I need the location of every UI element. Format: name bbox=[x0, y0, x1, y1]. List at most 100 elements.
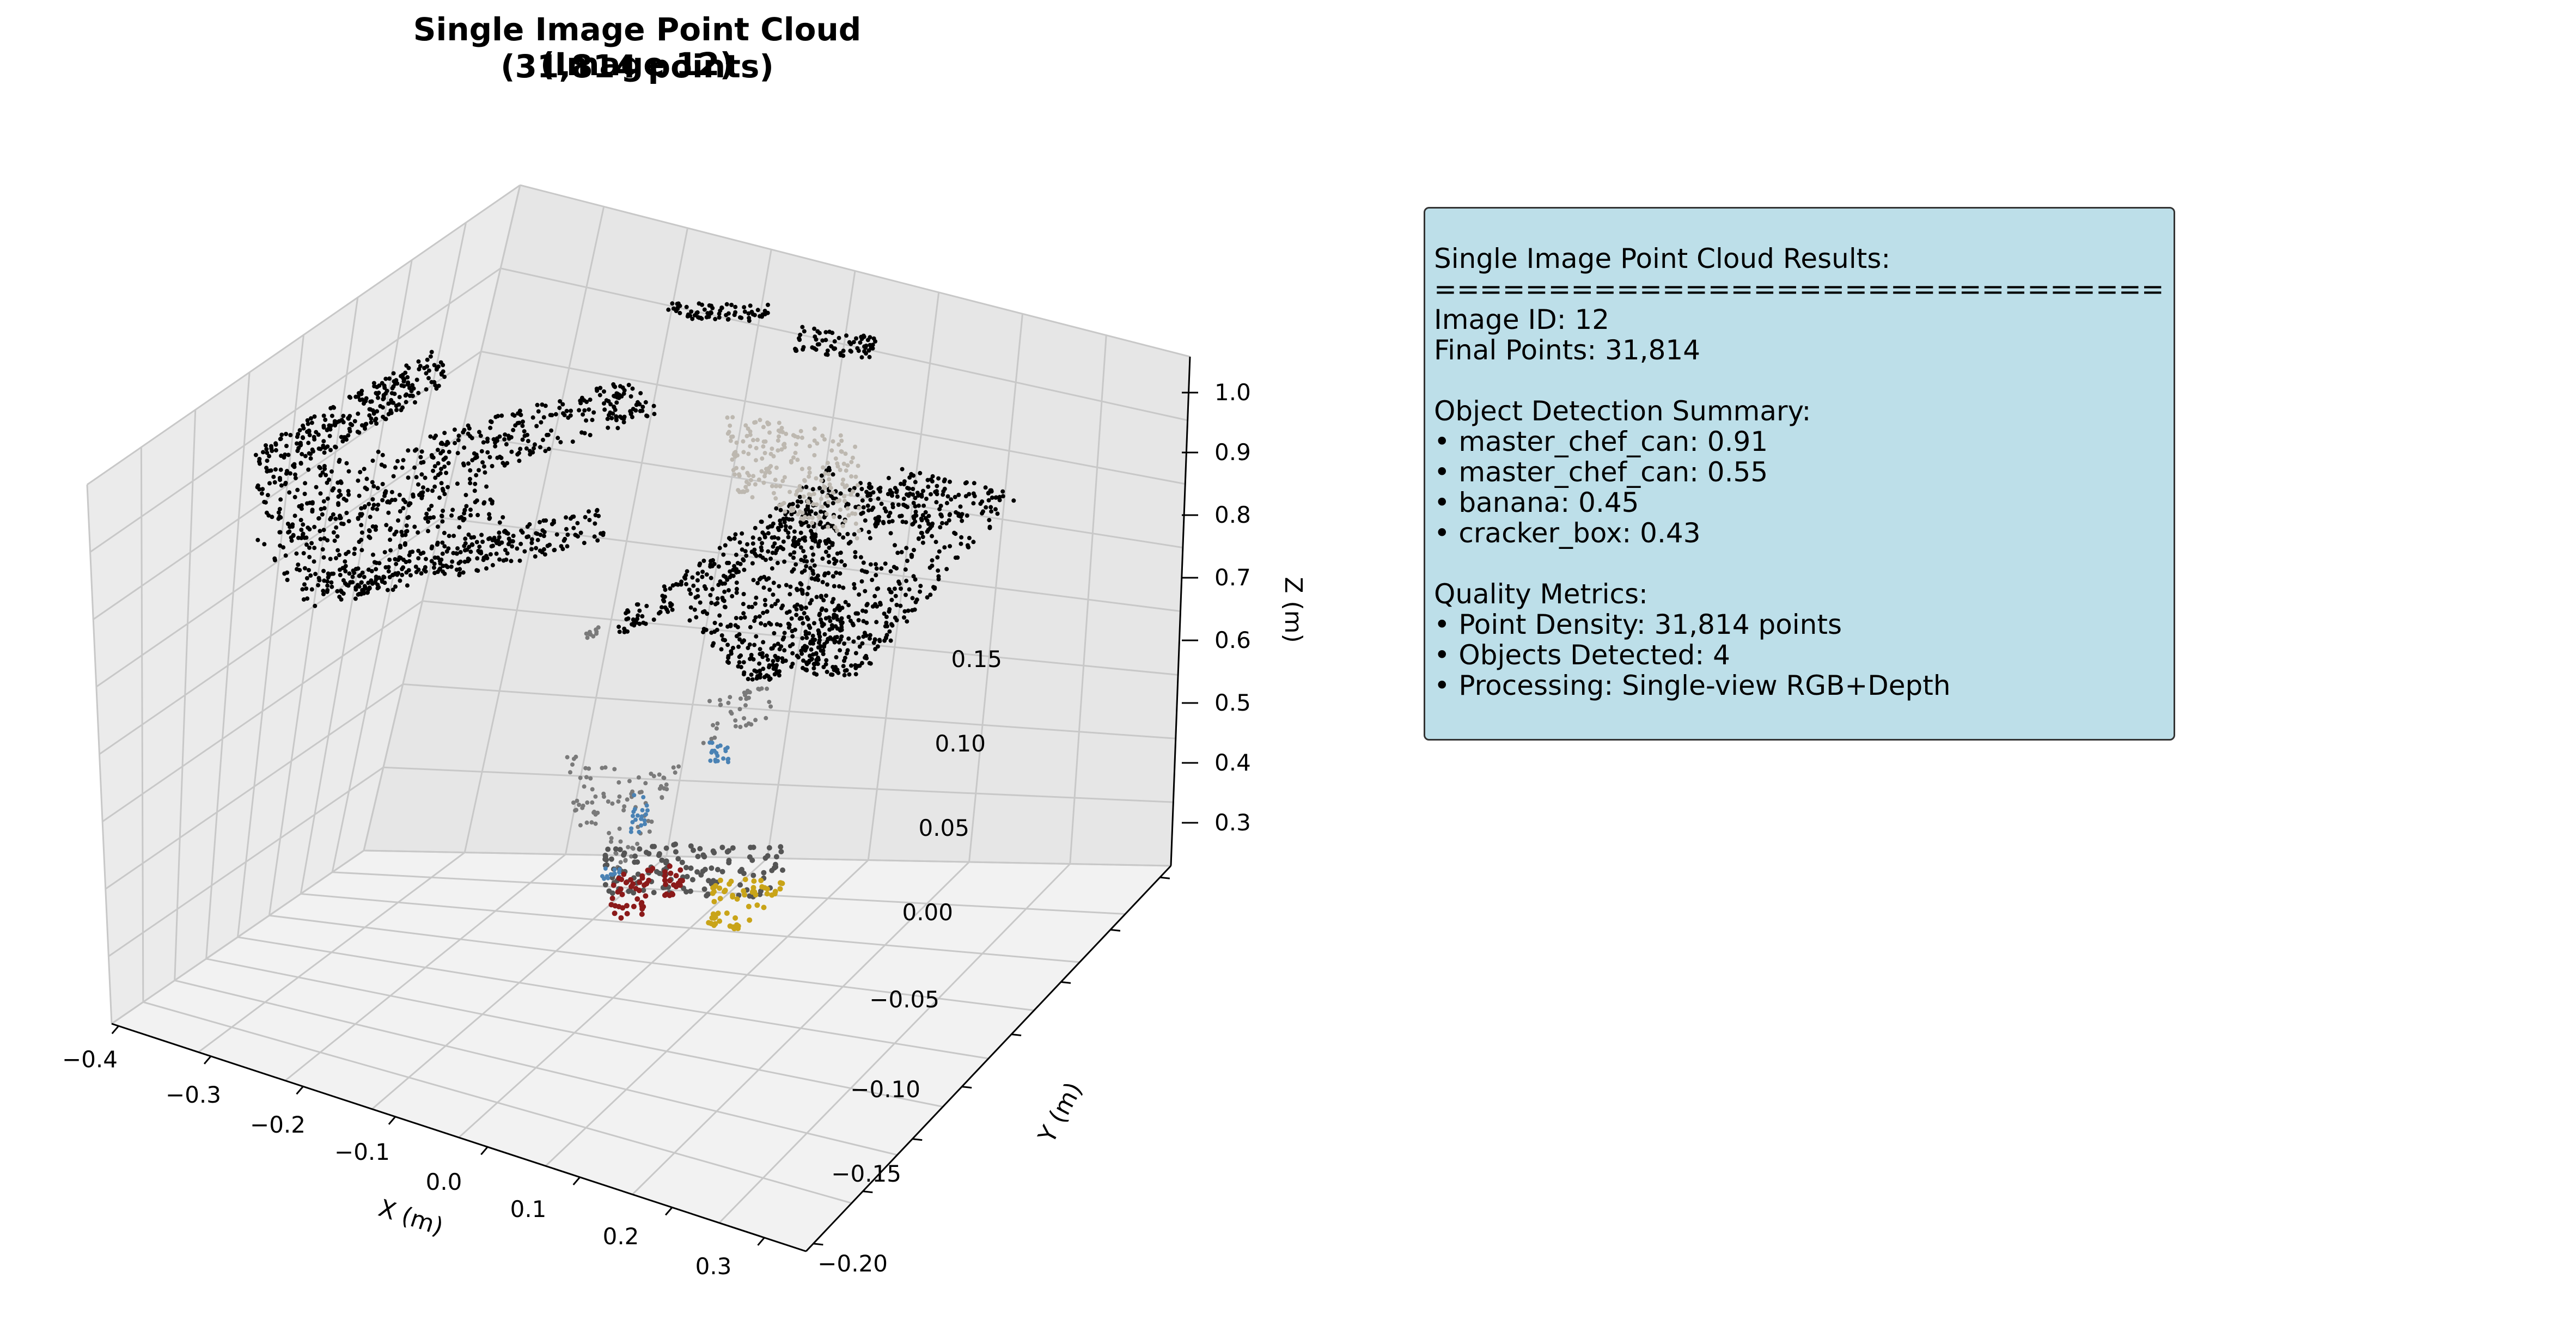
table-point bbox=[874, 562, 878, 567]
table-point bbox=[551, 518, 556, 523]
table-point bbox=[859, 568, 864, 573]
table-point bbox=[798, 530, 803, 535]
table-point bbox=[758, 647, 762, 652]
table-point bbox=[770, 663, 775, 668]
table-point bbox=[743, 549, 748, 554]
table-point bbox=[478, 433, 483, 438]
object-point bbox=[606, 888, 612, 894]
object-point bbox=[663, 860, 669, 866]
table-point bbox=[670, 301, 675, 306]
table-point bbox=[412, 524, 417, 529]
table-point bbox=[853, 672, 858, 677]
table-point bbox=[301, 597, 306, 602]
table-point bbox=[760, 655, 765, 659]
table-point bbox=[793, 347, 798, 352]
table-point bbox=[609, 415, 614, 420]
table-point bbox=[853, 651, 858, 656]
table-point bbox=[432, 380, 437, 384]
table-point bbox=[874, 566, 879, 571]
table-point bbox=[834, 570, 839, 575]
table-point bbox=[754, 595, 759, 600]
table-point bbox=[503, 548, 508, 553]
table-point bbox=[391, 474, 396, 479]
table-point bbox=[866, 508, 871, 513]
table-point bbox=[497, 455, 502, 459]
table-point bbox=[753, 525, 758, 530]
table-point bbox=[391, 371, 396, 376]
table-point bbox=[301, 436, 306, 441]
table-point bbox=[310, 501, 315, 506]
table-point bbox=[502, 463, 507, 468]
table-point bbox=[401, 379, 406, 384]
table-point bbox=[510, 544, 515, 549]
table-point bbox=[801, 658, 805, 663]
table-point bbox=[450, 559, 455, 564]
table-point bbox=[391, 400, 396, 405]
background-point bbox=[854, 536, 859, 541]
z-tick-label: 0.8 bbox=[1214, 502, 1251, 528]
table-point bbox=[827, 637, 832, 641]
table-point bbox=[894, 566, 899, 571]
table-point bbox=[487, 536, 492, 541]
table-point bbox=[406, 515, 411, 519]
table-point bbox=[755, 580, 760, 585]
table-point bbox=[898, 603, 903, 608]
y-tick-label: −0.15 bbox=[831, 1160, 901, 1187]
table-point bbox=[353, 587, 358, 592]
table-point bbox=[404, 392, 409, 397]
table-point bbox=[750, 561, 755, 566]
object-point bbox=[618, 860, 623, 865]
table-point bbox=[421, 485, 425, 490]
object-point bbox=[759, 686, 764, 691]
table-point bbox=[638, 408, 643, 413]
table-point bbox=[564, 515, 569, 520]
table-point bbox=[522, 429, 527, 434]
table-point bbox=[775, 560, 780, 565]
object-point bbox=[662, 775, 667, 780]
table-point bbox=[830, 331, 835, 335]
object-point bbox=[611, 882, 616, 888]
table-point bbox=[439, 481, 444, 486]
table-point bbox=[322, 464, 327, 468]
table-point bbox=[545, 432, 550, 437]
table-point bbox=[404, 523, 409, 528]
table-point bbox=[494, 551, 499, 556]
object-point bbox=[612, 767, 617, 772]
table-point bbox=[497, 542, 502, 547]
object-point bbox=[780, 867, 785, 873]
table-point bbox=[856, 611, 860, 616]
table-point bbox=[868, 661, 873, 666]
table-point bbox=[563, 536, 567, 541]
table-point bbox=[559, 544, 564, 549]
table-point bbox=[287, 490, 292, 495]
background-point bbox=[841, 478, 846, 482]
object-point bbox=[662, 873, 668, 879]
table-point bbox=[515, 546, 520, 551]
table-point bbox=[553, 412, 558, 417]
object-point bbox=[761, 870, 767, 876]
object-point bbox=[771, 865, 777, 871]
object-point bbox=[584, 820, 589, 825]
table-point bbox=[540, 528, 545, 533]
table-point bbox=[288, 433, 293, 437]
table-point bbox=[842, 672, 847, 677]
table-point bbox=[937, 507, 942, 512]
table-point bbox=[583, 515, 588, 519]
object-point bbox=[613, 851, 618, 855]
table-point bbox=[817, 342, 821, 347]
table-point bbox=[740, 640, 744, 645]
table-point bbox=[540, 402, 545, 407]
table-point bbox=[844, 651, 849, 656]
object-point bbox=[656, 851, 662, 857]
table-point bbox=[886, 492, 890, 497]
background-point bbox=[799, 516, 804, 521]
table-point bbox=[339, 521, 344, 526]
table-point bbox=[770, 604, 774, 609]
table-point bbox=[504, 442, 509, 447]
table-point bbox=[437, 496, 442, 500]
table-point bbox=[496, 538, 500, 543]
object-point bbox=[717, 918, 723, 924]
table-point bbox=[582, 408, 587, 413]
table-point bbox=[426, 529, 430, 534]
table-point bbox=[752, 547, 757, 552]
